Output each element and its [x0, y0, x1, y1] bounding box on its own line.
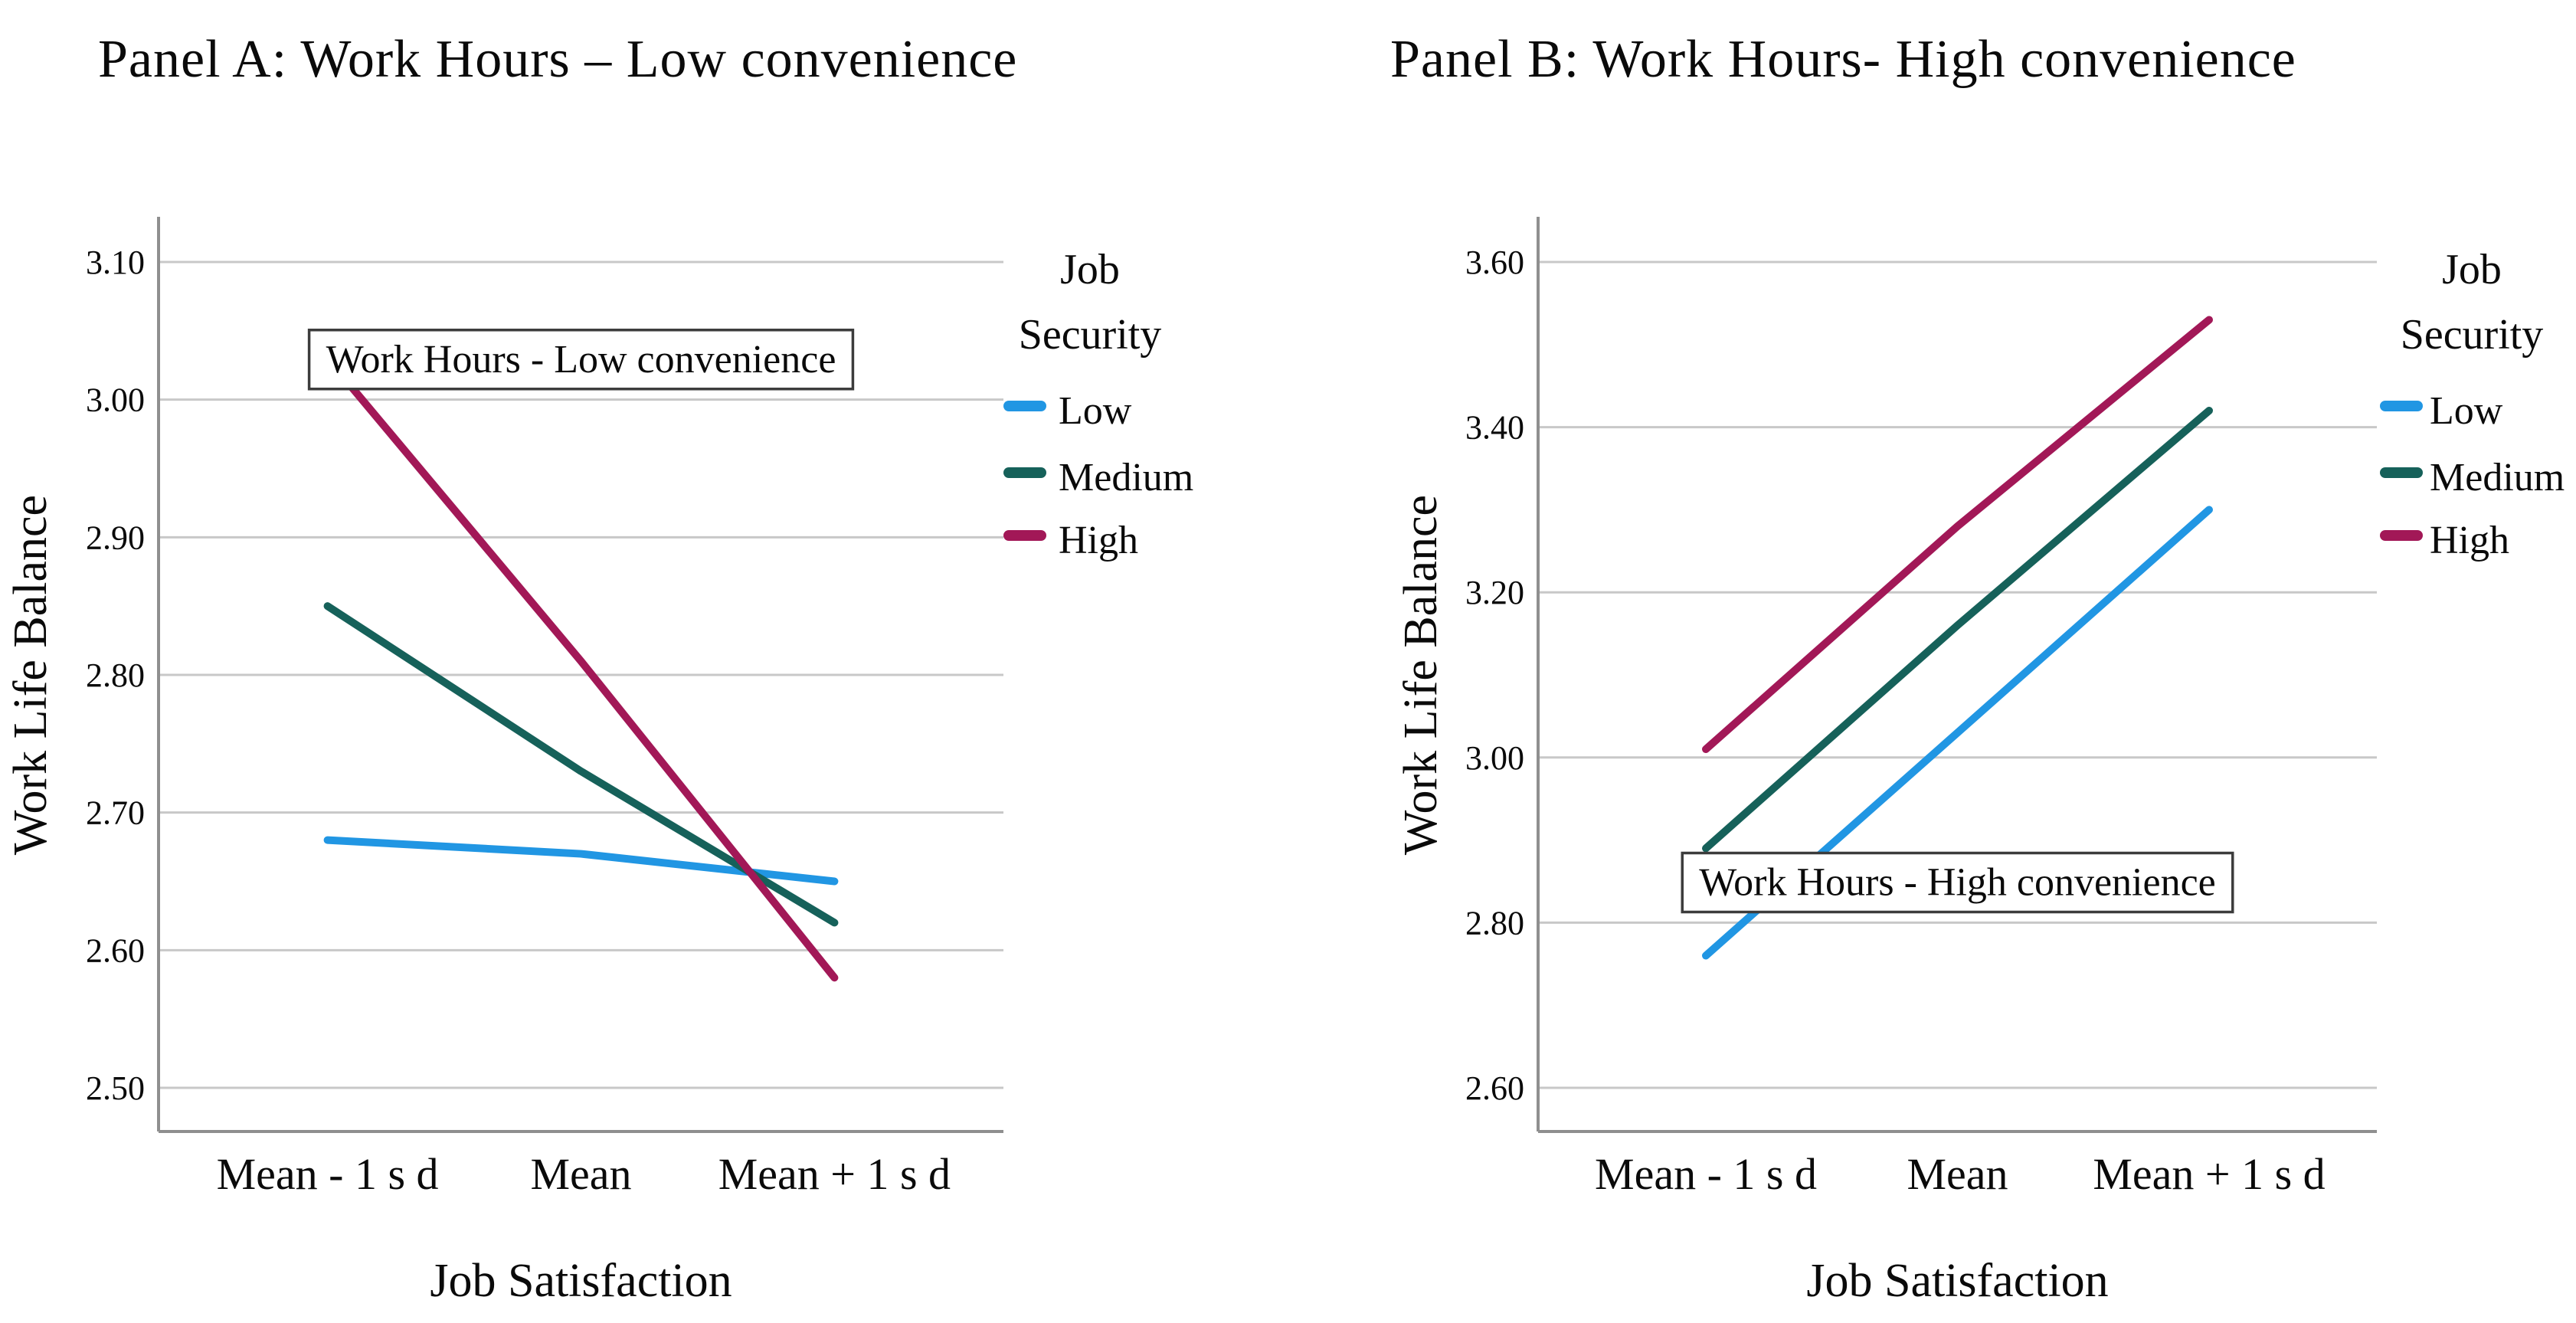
x-tick-label: Mean + 1 s d	[2093, 1149, 2325, 1199]
x-axis-title: Job Satisfaction	[430, 1255, 732, 1307]
legend-label-medium: Medium	[2430, 456, 2565, 499]
panel-a-title: Panel A: Work Hours – Low convenience	[98, 30, 1018, 89]
legend-label-medium: Medium	[1059, 456, 1193, 499]
panel-b-title: Panel B: Work Hours- High convenience	[1390, 30, 2296, 89]
legend-swatch-low	[2380, 401, 2423, 411]
y-tick-label: 2.50	[86, 1069, 145, 1107]
annotation-label: Work Hours - Low convenience	[326, 338, 836, 382]
series-line-medium	[323, 602, 839, 927]
legend-swatch-high	[1003, 530, 1046, 541]
y-tick-label: 3.00	[1465, 739, 1524, 777]
y-axis-title: Work Life Balance	[5, 495, 57, 855]
legend-swatch-medium	[1003, 467, 1046, 478]
series-line-high	[323, 354, 839, 982]
annotation-label: Work Hours - High convenience	[1699, 861, 2216, 905]
y-tick-label: 2.80	[1465, 904, 1524, 941]
legend-label-high: High	[2430, 519, 2509, 562]
series-line-medium	[1702, 407, 2213, 853]
legend-title: Security	[2401, 311, 2544, 359]
y-tick-label: 2.70	[86, 794, 145, 832]
x-tick-label: Mean - 1 s d	[1595, 1149, 1817, 1199]
panel-b: Panel B: Work Hours- High convenience Wo…	[1289, 0, 2576, 1323]
legend-title: Job	[1060, 246, 1120, 293]
legend-title: Security	[1019, 311, 1162, 359]
y-tick-label: 2.90	[86, 519, 145, 556]
legend-label-low: Low	[1059, 389, 1132, 433]
x-tick-label: Mean	[530, 1149, 631, 1199]
interaction-plot-panel-b: Work Hours - High convenience 2.60 2.80 3.0…	[1395, 217, 2565, 1307]
x-tick-label: Mean + 1 s d	[718, 1149, 951, 1199]
y-axis-title: Work Life Balance	[1395, 495, 1447, 855]
y-tick-label: 3.00	[86, 382, 145, 419]
y-tick-label: 2.80	[86, 657, 145, 694]
y-tick-label: 2.60	[86, 932, 145, 969]
y-tick-label: 3.10	[86, 244, 145, 281]
series-line-high	[1702, 316, 2213, 754]
y-tick-label: 3.20	[1465, 574, 1524, 611]
legend-label-high: High	[1059, 519, 1138, 562]
x-tick-label: Mean - 1 s d	[217, 1149, 439, 1199]
legend-swatch-high	[2380, 530, 2423, 541]
interaction-plot-panel-a: Work Hours - Low convenience 2.50 2.60 2.70…	[5, 217, 1193, 1307]
y-tick-label: 2.60	[1465, 1069, 1524, 1107]
panel-a: Panel A: Work Hours – Low convenience Wo…	[5, 30, 1193, 1307]
legend-title: Job	[2442, 246, 2502, 293]
x-tick-label: Mean	[1907, 1149, 2008, 1199]
legend-swatch-low	[1003, 401, 1046, 411]
legend-label-low: Low	[2430, 389, 2503, 433]
y-tick-label: 3.60	[1465, 244, 1524, 281]
legend-swatch-medium	[2380, 467, 2423, 478]
annotation-box	[307, 329, 855, 391]
annotation-box	[1681, 851, 2234, 914]
x-axis-title: Job Satisfaction	[1806, 1255, 2108, 1307]
y-tick-label: 3.40	[1465, 409, 1524, 447]
